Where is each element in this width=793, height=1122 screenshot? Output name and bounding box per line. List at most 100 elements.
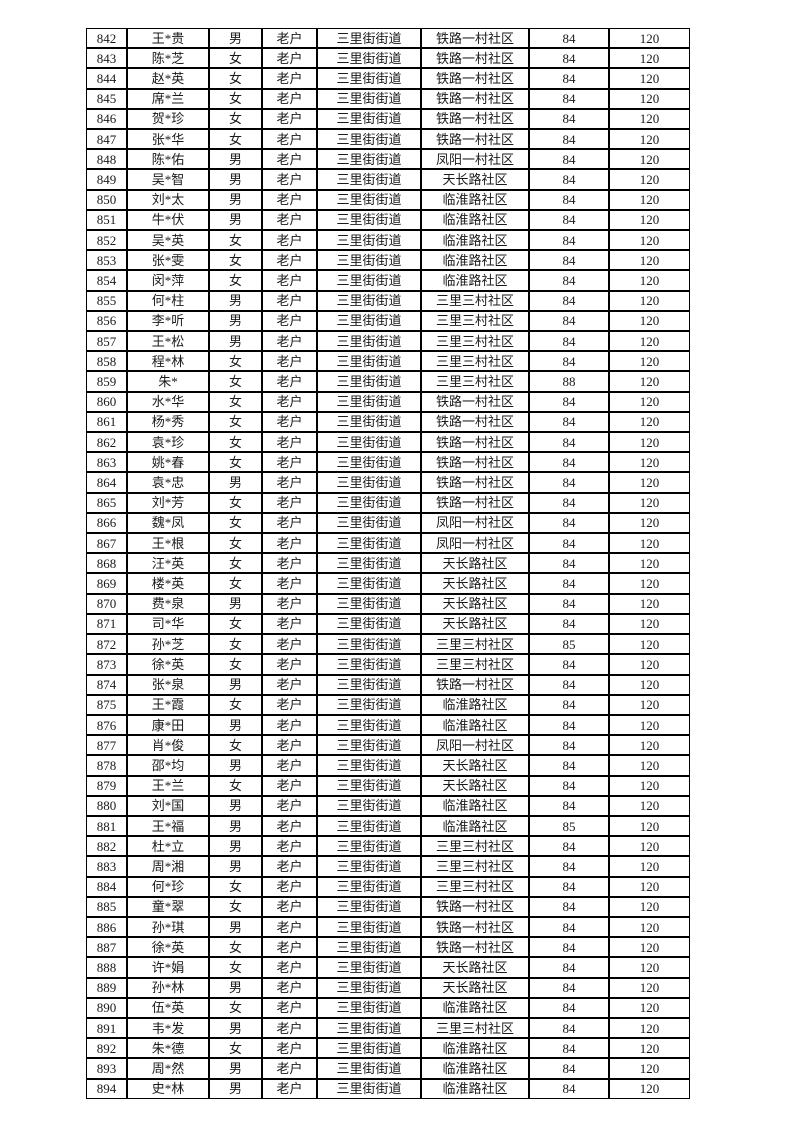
age-cell: 84: [529, 896, 609, 917]
name-cell: 童*翠: [127, 896, 209, 917]
name-cell: 王*贵: [127, 28, 209, 49]
age-cell: 84: [529, 937, 609, 958]
name-cell: 王*霞: [127, 694, 209, 715]
street-cell: 三里街街道: [317, 209, 421, 231]
records-table-body: 842 王*贵男老户 三里街街道 铁路一村社区 84 120 843 陈*芝女老户 三里街街道铁…: [86, 28, 690, 1099]
amount-cell: 120: [609, 634, 690, 655]
name-cell: 牛*伏: [127, 209, 209, 231]
name-cell: 孙*琪: [127, 916, 209, 938]
household-type-cell: 老户: [262, 169, 317, 190]
row-number-cell: 874: [86, 674, 127, 695]
community-cell: 铁路一村社区: [421, 391, 529, 412]
household-type-cell: 老户: [262, 856, 317, 877]
street-cell: 三里街街道: [317, 331, 421, 352]
age-cell: 84: [529, 310, 609, 332]
age-cell: 84: [529, 876, 609, 897]
age-cell: 84: [529, 432, 609, 453]
age-cell: 84: [529, 472, 609, 493]
name-cell: 王*福: [127, 815, 209, 837]
table-row: 885 童*翠女老户 三里街街道 铁路一村社区 84 120: [86, 896, 690, 917]
community-cell: 临淮路社区: [421, 209, 529, 231]
community-cell: 临淮路社区: [421, 1078, 529, 1099]
amount-cell: 120: [609, 674, 690, 695]
table-row: 849 吴*智男老户 三里街街道 天长路社区 84 120: [86, 169, 690, 190]
table-row: 887 徐*英女老户 三里街街道 铁路一村社区 84 120: [86, 937, 690, 958]
age-cell: 85: [529, 634, 609, 655]
gender-cell: 女: [209, 957, 262, 978]
amount-cell: 120: [609, 28, 690, 49]
household-type-cell: 老户: [262, 351, 317, 372]
age-cell: 84: [529, 331, 609, 352]
street-cell: 三里街街道: [317, 836, 421, 857]
gender-cell: 女: [209, 997, 262, 1018]
name-cell: 赵*英: [127, 68, 209, 89]
street-cell: 三里街街道: [317, 1038, 421, 1059]
community-cell: 三里三村社区: [421, 290, 529, 311]
name-cell: 刘*国: [127, 795, 209, 816]
amount-cell: 120: [609, 613, 690, 635]
gender-cell: 女: [209, 492, 262, 513]
gender-cell: 女: [209, 371, 262, 392]
age-cell: 84: [529, 755, 609, 776]
street-cell: 三里街街道: [317, 108, 421, 130]
community-cell: 铁路一村社区: [421, 916, 529, 938]
community-cell: 铁路一村社区: [421, 432, 529, 453]
gender-cell: 男: [209, 795, 262, 816]
street-cell: 三里街街道: [317, 533, 421, 554]
street-cell: 三里街街道: [317, 755, 421, 776]
row-number-cell: 873: [86, 654, 127, 675]
gender-cell: 男: [209, 856, 262, 877]
row-number-cell: 876: [86, 714, 127, 736]
gender-cell: 女: [209, 48, 262, 69]
household-type-cell: 老户: [262, 1038, 317, 1059]
community-cell: 三里三村社区: [421, 654, 529, 675]
row-number-cell: 864: [86, 472, 127, 493]
community-cell: 临淮路社区: [421, 250, 529, 271]
age-cell: 84: [529, 957, 609, 978]
amount-cell: 120: [609, 149, 690, 170]
street-cell: 三里街街道: [317, 876, 421, 897]
row-number-cell: 855: [86, 290, 127, 311]
amount-cell: 120: [609, 1017, 690, 1039]
household-type-cell: 老户: [262, 391, 317, 412]
community-cell: 铁路一村社区: [421, 68, 529, 89]
age-cell: 84: [529, 775, 609, 796]
street-cell: 三里街街道: [317, 937, 421, 958]
household-type-cell: 老户: [262, 876, 317, 897]
street-cell: 三里街街道: [317, 593, 421, 614]
gender-cell: 女: [209, 634, 262, 655]
community-cell: 三里三村社区: [421, 1017, 529, 1039]
row-number-cell: 880: [86, 795, 127, 816]
amount-cell: 120: [609, 593, 690, 614]
street-cell: 三里街街道: [317, 1078, 421, 1099]
amount-cell: 120: [609, 48, 690, 69]
household-type-cell: 老户: [262, 68, 317, 89]
household-type-cell: 老户: [262, 472, 317, 493]
street-cell: 三里街街道: [317, 735, 421, 756]
community-cell: 三里三村社区: [421, 351, 529, 372]
gender-cell: 男: [209, 472, 262, 493]
name-cell: 徐*英: [127, 654, 209, 675]
name-cell: 程*林: [127, 351, 209, 372]
community-cell: 临淮路社区: [421, 270, 529, 291]
community-cell: 临淮路社区: [421, 795, 529, 816]
amount-cell: 120: [609, 68, 690, 89]
name-cell: 席*兰: [127, 88, 209, 109]
street-cell: 三里街街道: [317, 795, 421, 816]
row-number-cell: 849: [86, 169, 127, 190]
row-number-cell: 850: [86, 189, 127, 210]
row-number-cell: 851: [86, 209, 127, 231]
table-row: 892 朱*德女老户 三里街街道 临淮路社区 84 120: [86, 1038, 690, 1059]
age-cell: 84: [529, 1078, 609, 1099]
row-number-cell: 882: [86, 836, 127, 857]
age-cell: 85: [529, 815, 609, 837]
age-cell: 84: [529, 613, 609, 635]
community-cell: 铁路一村社区: [421, 492, 529, 513]
community-cell: 铁路一村社区: [421, 108, 529, 130]
street-cell: 三里街街道: [317, 189, 421, 210]
table-row: 869 楼*英女老户 三里街街道 天长路社区 84 120: [86, 573, 690, 594]
gender-cell: 女: [209, 1038, 262, 1059]
age-cell: 88: [529, 371, 609, 392]
street-cell: 三里街街道: [317, 553, 421, 574]
gender-cell: 女: [209, 512, 262, 534]
